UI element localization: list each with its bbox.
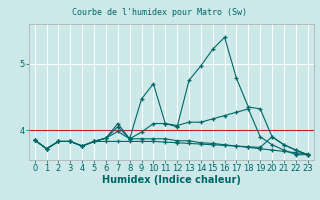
Text: Courbe de l'humidex pour Matro (Sw): Courbe de l'humidex pour Matro (Sw) <box>73 8 247 17</box>
X-axis label: Humidex (Indice chaleur): Humidex (Indice chaleur) <box>102 175 241 185</box>
